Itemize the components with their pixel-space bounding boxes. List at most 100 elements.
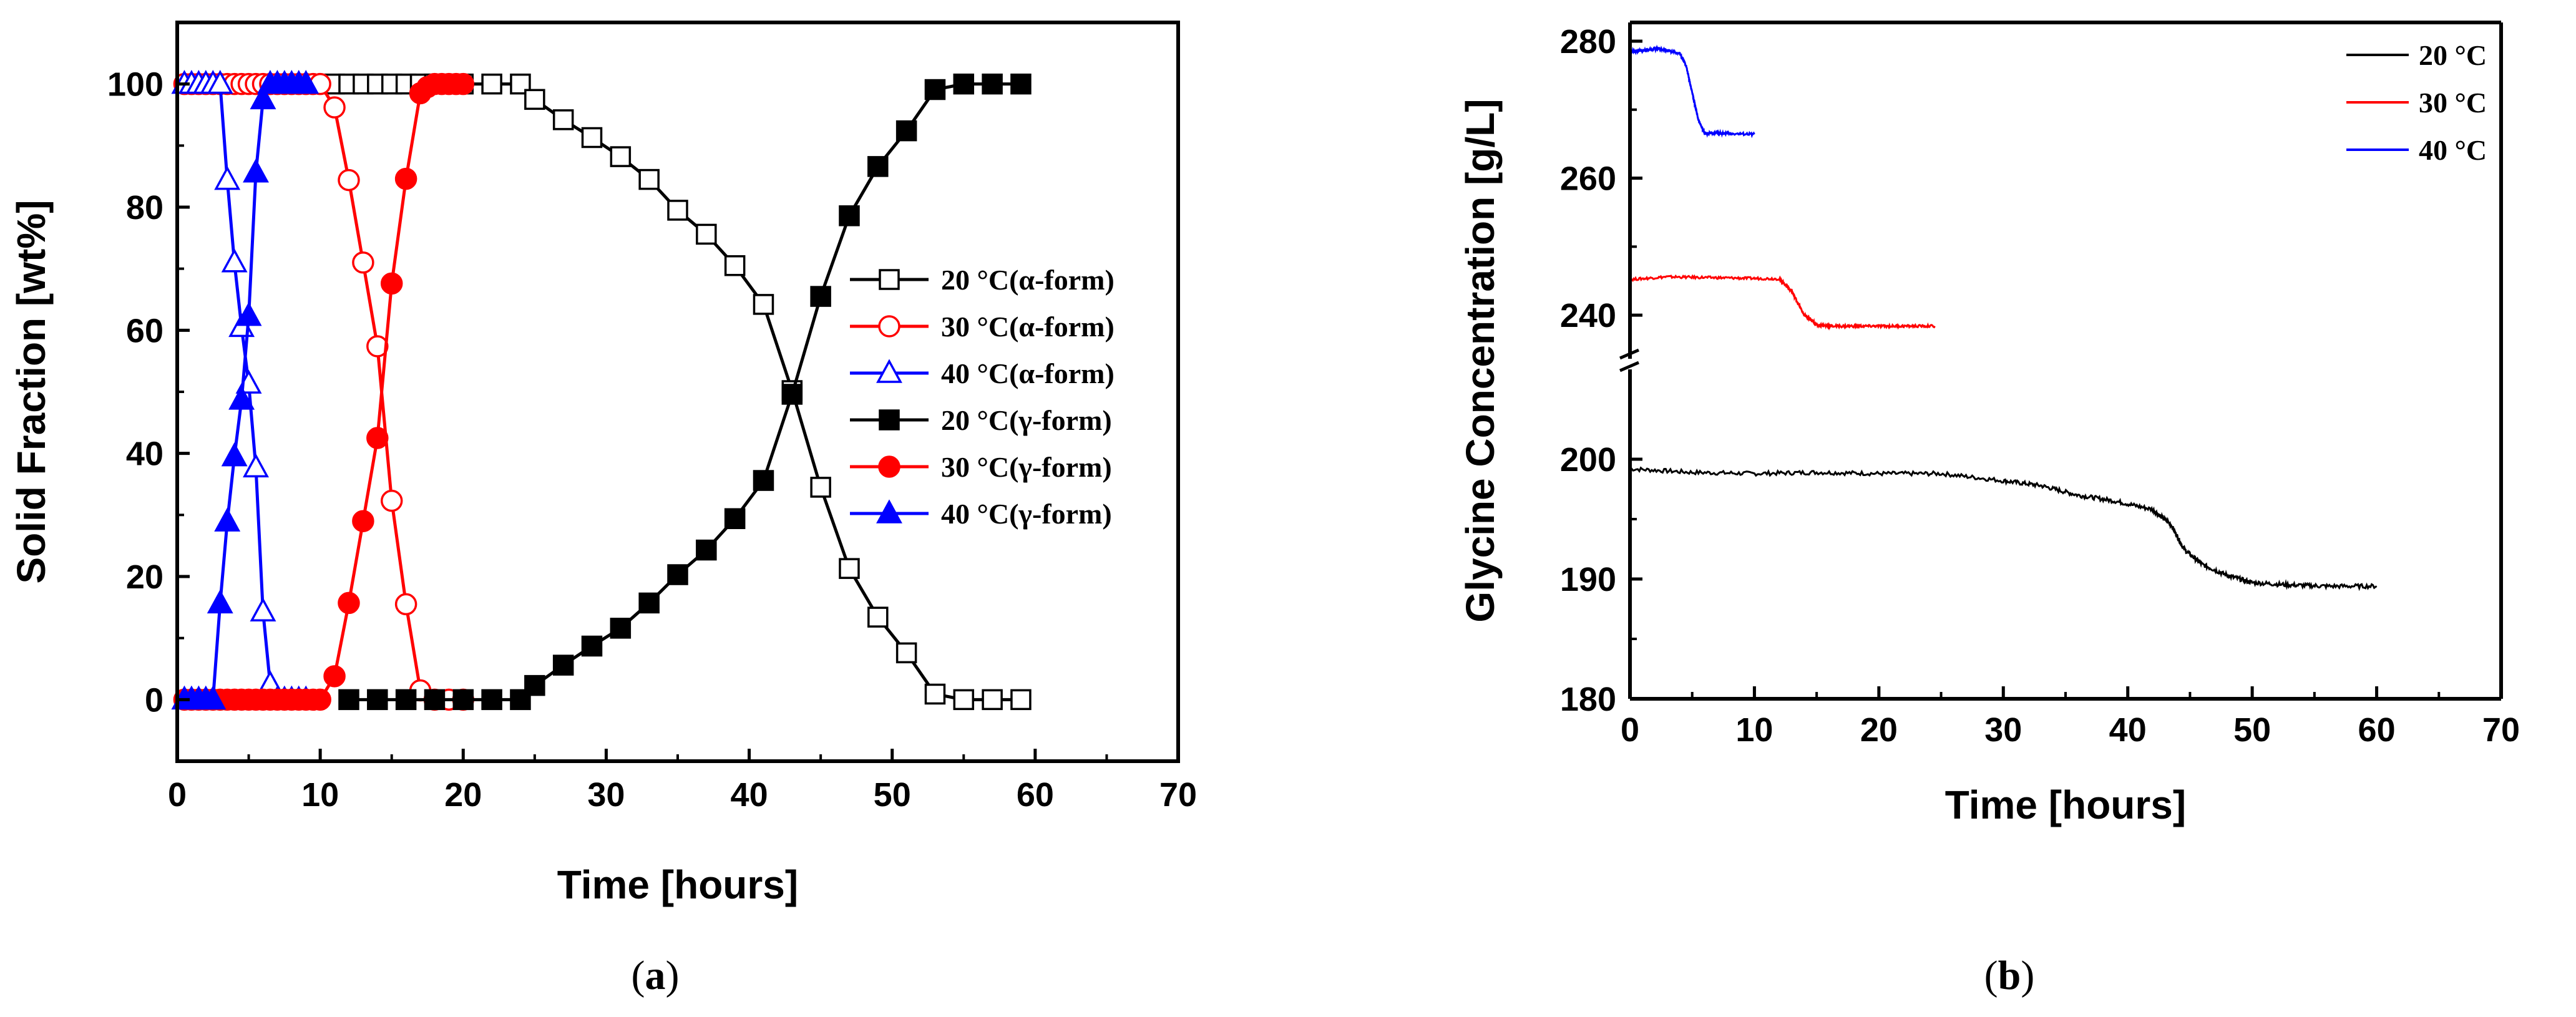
y-tick-label-b: 280 xyxy=(1560,23,1616,61)
data-point xyxy=(309,688,331,711)
x-tick-label-b: 50 xyxy=(2233,711,2271,749)
data-point xyxy=(293,70,320,94)
data-point xyxy=(380,489,403,512)
data-point xyxy=(895,120,917,142)
data-point xyxy=(610,618,632,639)
y-tick-label-b: 240 xyxy=(1560,297,1616,334)
series-b-3-line xyxy=(1629,44,1755,139)
data-point xyxy=(1010,73,1032,95)
x-tick-label-a: 30 xyxy=(587,776,625,814)
data-point xyxy=(338,689,359,711)
data-point xyxy=(696,223,717,245)
legend-marker xyxy=(876,499,902,523)
data-point xyxy=(221,248,248,273)
y-tick-label-b: 180 xyxy=(1560,681,1616,718)
data-point xyxy=(243,453,269,478)
y-axis-title-b: Glycine Concentration [g/L] xyxy=(1458,99,1503,622)
legend-marker xyxy=(876,359,902,383)
data-point xyxy=(867,606,889,628)
data-point xyxy=(452,72,475,95)
data-point xyxy=(1010,689,1032,711)
data-point xyxy=(810,477,831,498)
legend-item-a: 20 °C(α-form) xyxy=(850,264,1115,296)
series-a-3 xyxy=(171,70,320,710)
legend-item-a: 40 °C(γ-form) xyxy=(850,498,1112,530)
data-point xyxy=(982,689,1003,711)
series-a-1-line xyxy=(334,82,1021,701)
data-point xyxy=(810,286,831,307)
y-tick-label-a: 20 xyxy=(126,558,163,596)
x-tick-label-a: 70 xyxy=(1159,776,1197,814)
data-point xyxy=(235,301,262,326)
series-b-1-line xyxy=(1629,466,2378,591)
legend-marker xyxy=(879,269,900,290)
data-point xyxy=(924,683,946,705)
legend-label: 30 °C(γ-form) xyxy=(941,451,1112,483)
x-tick-label-b: 10 xyxy=(1735,711,1773,749)
legend-label: 20 °C(α-form) xyxy=(941,264,1115,296)
x-tick-label-b: 40 xyxy=(2109,711,2147,749)
legend-label: 40 °C(γ-form) xyxy=(941,498,1112,530)
x-tick-label-a: 0 xyxy=(168,776,187,814)
legend-item-a: 40 °C(α-form) xyxy=(850,358,1115,389)
data-point xyxy=(424,689,446,711)
legend-b: 20 °C 30 °C 40 °C xyxy=(2346,39,2487,166)
data-point xyxy=(481,73,502,95)
legend-item-a: 20 °C(γ-form) xyxy=(850,404,1112,436)
data-point xyxy=(839,558,860,579)
series-a-4-line xyxy=(348,82,1021,701)
y-tick-label-b: 200 xyxy=(1560,441,1616,479)
data-point xyxy=(953,73,975,95)
data-point xyxy=(367,689,388,711)
data-point xyxy=(524,674,545,696)
panel-letter-a: a xyxy=(645,953,666,998)
data-point xyxy=(395,689,417,711)
data-point xyxy=(228,386,255,410)
legend-item-b: 20 °C xyxy=(2346,39,2487,71)
legend-label: 30 °C(α-form) xyxy=(941,311,1115,343)
series-b-2 xyxy=(1629,274,1936,331)
y-tick-label-a: 100 xyxy=(107,66,163,104)
series-b-3 xyxy=(1629,44,1755,139)
y-tick-label-a: 60 xyxy=(126,312,163,349)
data-point xyxy=(452,689,474,711)
y-tick-label-b: 260 xyxy=(1560,160,1616,198)
y-axis-title-a: Solid Fraction [wt%] xyxy=(9,200,54,583)
data-point xyxy=(481,689,502,711)
legend-item-a: 30 °C(α-form) xyxy=(850,311,1115,343)
legend-marker xyxy=(878,455,900,478)
x-tick-label-b: 60 xyxy=(2358,711,2396,749)
data-point xyxy=(753,294,774,315)
data-point xyxy=(323,96,346,119)
data-point xyxy=(610,146,632,167)
legend-marker xyxy=(878,315,900,338)
series-b-1 xyxy=(1629,466,2378,591)
x-axis-title-a: Time [hours] xyxy=(557,862,798,907)
legend-label: 20 °C xyxy=(2419,39,2487,71)
data-point xyxy=(953,689,975,711)
panel-label-a: (a) xyxy=(632,953,680,998)
x-tick-label-b: 30 xyxy=(1984,711,2022,749)
data-point xyxy=(839,205,860,226)
panel-letter-b: b xyxy=(1998,953,2021,998)
y-tick-label-a: 0 xyxy=(145,681,163,719)
panel-a: 0 10 20 30 40 50 60 70 0 20 40 60 80 100 Time [hours] S… xyxy=(9,21,1197,998)
data-point xyxy=(696,539,717,561)
data-point xyxy=(638,168,660,190)
data-point xyxy=(250,85,276,110)
x-tick-label-a: 60 xyxy=(1017,776,1054,814)
data-point xyxy=(207,70,233,94)
data-point xyxy=(781,384,803,405)
data-point xyxy=(724,255,746,276)
axis-break-mark xyxy=(1619,348,1639,360)
y-tick-label-a: 80 xyxy=(126,189,163,226)
x-axis-title-b: Time [hours] xyxy=(1945,782,2186,827)
data-point xyxy=(214,507,241,532)
data-point xyxy=(867,156,889,177)
legend-item-b: 30 °C xyxy=(2346,87,2487,119)
panel-b: 0 10 20 30 40 50 60 70 180 190 200 240 260 280 Time [h… xyxy=(1458,21,2520,998)
y-tick-label-a: 40 xyxy=(126,436,163,473)
data-point xyxy=(207,589,233,614)
x-tick-label-a: 20 xyxy=(444,776,482,814)
